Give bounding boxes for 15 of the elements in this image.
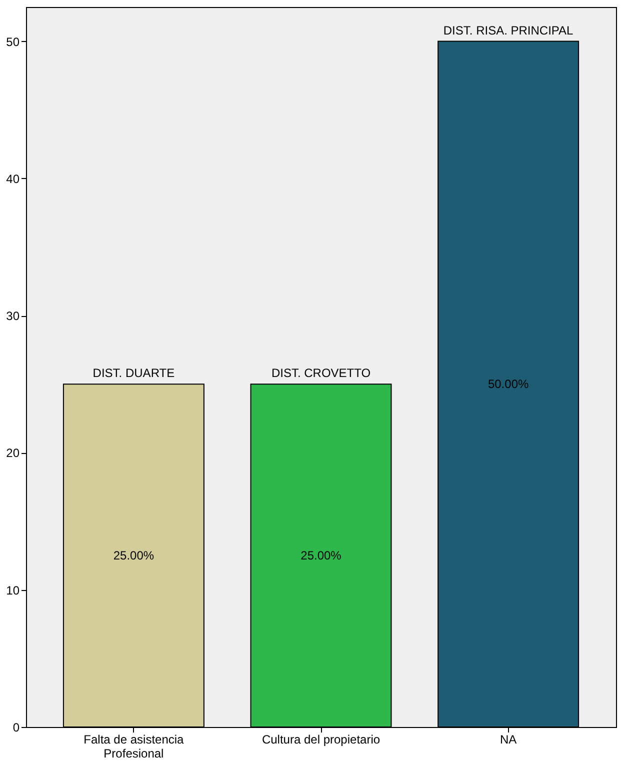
data-label: 25.00% [113,548,154,563]
annotation: DIST. RISA. PRINCIPAL [443,23,574,38]
annotation: DIST. DUARTE [92,366,175,380]
y-tick-label: 50 [6,34,20,49]
x-tick-label: Falta de asistencia Profesional [84,732,184,760]
annotation: DIST. CROVETTO [271,366,371,380]
x-tick-label: NA [500,732,517,746]
y-tick-label: 30 [6,309,20,324]
y-tick-label: 0 [12,720,20,734]
data-label: 25.00% [300,548,342,563]
y-tick-label: 10 [6,583,20,598]
x-tick-label: Cultura del propietario [262,732,380,746]
data-label: 50.00% [488,377,529,392]
y-tick-label: 40 [6,172,20,186]
y-tick-label: 20 [6,446,20,460]
